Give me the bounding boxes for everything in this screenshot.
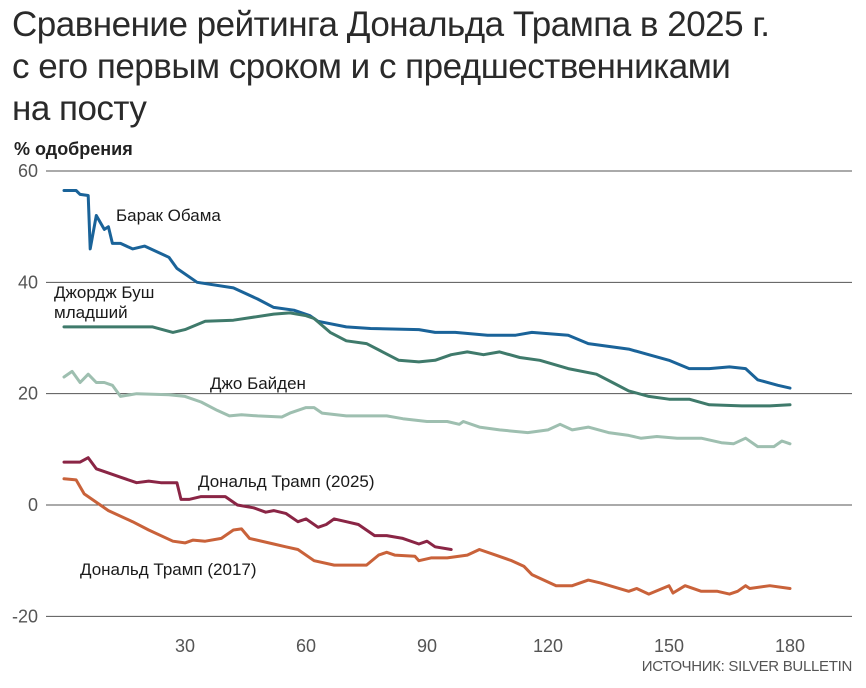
y-tick-label: 0 [28,495,38,515]
series-label-bush: Джордж Буш [54,283,154,302]
series-label-trump-2025: Дональд Трамп (2025) [198,472,375,491]
title-line-3: на посту [12,89,147,128]
y-axis-label: % одобрения [14,139,133,159]
series-line-trump-2025 [62,456,453,551]
series-line-trump-2017 [62,477,792,596]
title-line-1: Сравнение рейтинга Дональда Трампа в 202… [12,5,770,44]
title-line-2: с его первым сроком и с предшественникам… [12,47,731,86]
x-tick-label: 60 [296,636,316,656]
series-label-bush: младший [54,303,128,322]
series-label-trump-2017: Дональд Трамп (2017) [80,560,257,579]
y-tick-label: 40 [18,272,38,292]
x-tick-label: 180 [775,636,805,656]
y-tick-label: 60 [18,161,38,181]
x-tick-label: 90 [417,636,437,656]
source-note: ИСТОЧНИК: SILVER BULLETIN [641,658,853,675]
series-line-biden [62,369,792,449]
x-tick-label: 120 [533,636,563,656]
y-tick-label: -20 [12,606,38,626]
x-tick-label: 30 [175,636,195,656]
y-tick-label: 20 [18,384,38,404]
chart-title: Сравнение рейтинга Дональда Трампа в 202… [12,4,770,130]
series-line-bush [62,311,792,408]
x-tick-label: 150 [654,636,684,656]
series-label-biden: Джо Байден [210,374,306,393]
series-label-obama: Барак Обама [116,206,221,225]
